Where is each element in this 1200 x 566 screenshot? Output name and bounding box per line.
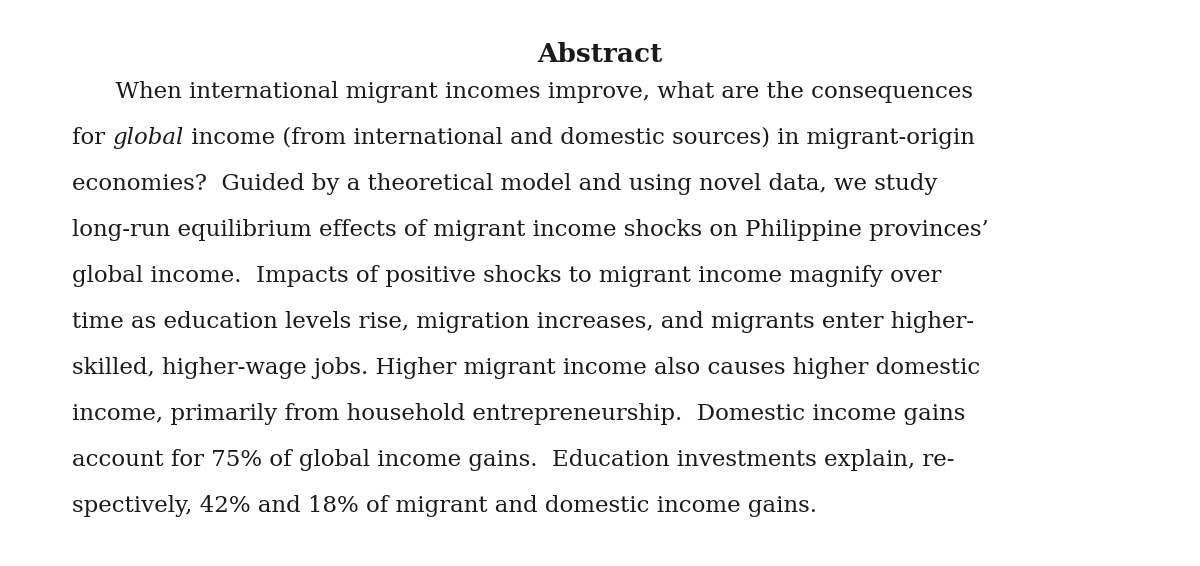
- Text: income, primarily from household entrepreneurship.  Domestic income gains: income, primarily from household entrepr…: [72, 403, 965, 425]
- Text: spectively, 42% and 18% of migrant and domestic income gains.: spectively, 42% and 18% of migrant and d…: [72, 495, 817, 517]
- Text: global income.  Impacts of positive shocks to migrant income magnify over: global income. Impacts of positive shock…: [72, 265, 941, 287]
- Text: time as education levels rise, migration increases, and migrants enter higher-: time as education levels rise, migration…: [72, 311, 974, 333]
- Text: for: for: [72, 127, 113, 149]
- Text: account for 75% of global income gains.  Education investments explain, re-: account for 75% of global income gains. …: [72, 449, 954, 471]
- Text: skilled, higher-wage jobs. Higher migrant income also causes higher domestic: skilled, higher-wage jobs. Higher migran…: [72, 357, 980, 379]
- Text: When international migrant incomes improve, what are the consequences: When international migrant incomes impro…: [72, 81, 973, 103]
- Text: Abstract: Abstract: [538, 42, 662, 67]
- Text: income (from international and domestic sources) in migrant-origin: income (from international and domestic …: [184, 127, 974, 149]
- Text: global: global: [113, 127, 184, 149]
- Text: long-run equilibrium effects of migrant income shocks on Philippine provinces’: long-run equilibrium effects of migrant …: [72, 219, 989, 241]
- Text: economies?  Guided by a theoretical model and using novel data, we study: economies? Guided by a theoretical model…: [72, 173, 937, 195]
